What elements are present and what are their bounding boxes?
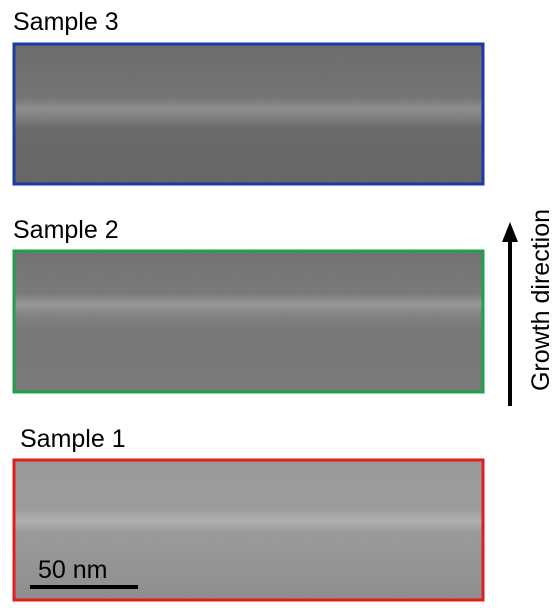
micrograph (14, 44, 483, 184)
panel-label: Sample 2 (13, 216, 119, 244)
panel-border (12, 42, 485, 186)
arrow-label: Growth direction (527, 209, 553, 391)
panel-label: Sample 3 (13, 8, 119, 36)
micrograph (14, 460, 483, 600)
scale-bar-label: 50 nm (38, 556, 107, 584)
micrograph (14, 251, 483, 392)
panel-label: Sample 1 (20, 425, 126, 453)
panel-border (12, 249, 485, 394)
panel-border (12, 458, 485, 602)
arrow-head (502, 222, 518, 242)
